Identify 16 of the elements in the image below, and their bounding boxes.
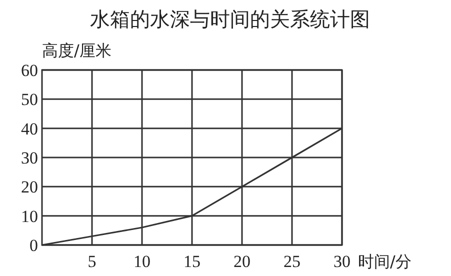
y-tick-label: 30: [21, 148, 38, 168]
chart-title: 水箱的水深与时间的关系统计图: [90, 7, 370, 31]
x-tick-label: 10: [134, 252, 150, 271]
y-tick-label: 20: [21, 178, 38, 197]
y-tick-label: 0: [30, 236, 38, 255]
x-axis-title: 时间/分: [358, 252, 412, 271]
x-tick-label: 30: [334, 252, 350, 271]
y-axis-title: 高度/厘米: [42, 41, 112, 60]
y-tick-label: 60: [21, 61, 38, 80]
x-tick-label: 15: [184, 252, 200, 271]
y-tick-label: 50: [21, 90, 38, 110]
y-tick-label: 40: [21, 119, 38, 138]
x-tick-label: 20: [234, 252, 250, 271]
y-tick-label: 10: [21, 206, 38, 226]
x-tick-label: 25: [284, 252, 300, 271]
x-tick-label: 5: [88, 252, 96, 271]
